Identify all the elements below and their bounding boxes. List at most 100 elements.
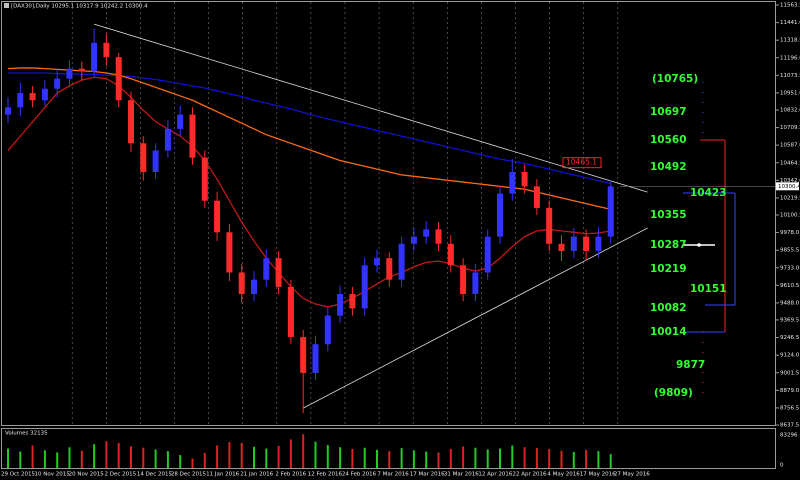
y-tick-label: 10219.5 [780,195,800,201]
candle-body [583,236,590,251]
y-tick-label: 9855.5 [780,248,800,254]
x-tick-label: 2 Feb 2016 [275,472,306,478]
y-tick-label: 9733.0 [780,265,800,271]
y-tick-label: 10587.0 [780,143,800,149]
candle-body [238,272,245,295]
level-label: 10287 [650,239,687,251]
candle-body [29,93,36,101]
y-tick-label: 11073.5 [780,73,800,79]
symbol-icon [4,3,9,8]
candle-body [484,236,491,273]
x-tick-label: 27 May 2016 [614,472,650,478]
y-tick-label: 11563.5 [780,3,800,9]
candle-body [533,186,540,208]
candle-body [226,232,233,273]
level-label: 10082 [650,302,687,314]
y-tick-label: 11441.0 [780,20,800,26]
y-tick-label: 8879.0 [780,388,800,394]
level-label: 10355 [650,209,687,221]
level-label: 10492 [650,161,687,173]
chart-header: [DAX30],Daily 10295.1 10317.9 10242.2 10… [11,4,148,10]
level-label: 10219 [650,263,687,275]
y-tick-label: 11196.0 [780,55,800,61]
candle-body [324,315,331,345]
last-price-label: 10300.4 [778,184,800,190]
x-tick-label: 11 Jan 2016 [206,472,239,478]
x-tick-label: 4 May 2016 [547,472,580,478]
y-tick-label: 10709.5 [780,125,800,131]
price-frame [1,1,776,426]
x-tick-label: 21 Jan 2016 [240,472,273,478]
volume-tick-label: 83296 [780,433,798,439]
level-label: 9877 [676,359,705,371]
candle-body [41,88,48,101]
candle-body [509,172,516,194]
x-tick-label: 29 Oct 2015 [1,472,36,478]
y-tick-label: 9124.0 [780,353,800,359]
candle-body [386,258,393,280]
x-tick-label: 20 Nov 2015 [69,472,105,478]
x-tick-label: 31 Mar 2016 [444,472,479,478]
y-tick-label: 11318.5 [780,38,800,44]
y-tick-label: 10832.0 [780,108,800,114]
candle-body [558,243,565,251]
candle-body [177,114,184,129]
level-label: (10765) [652,73,698,85]
x-tick-label: 10 Nov 2015 [34,472,70,478]
candle-body [361,265,368,309]
candle-body [287,286,294,338]
candle-body [472,272,479,295]
candle-body [349,294,356,309]
level-label: 10151 [690,283,727,295]
y-tick-label: 8756.5 [780,405,800,411]
x-tick-label: 2 Dec 2015 [104,472,136,478]
candle-body [140,143,147,173]
candle-body [521,172,528,187]
y-tick-label: 10951.0 [780,90,800,96]
candle-body [91,42,98,72]
candle-body [410,236,417,244]
level-label: (9809) [654,387,693,399]
candle-body [201,157,208,201]
x-tick-label: 12 Apr 2016 [478,472,513,478]
candle-body [66,68,73,79]
x-tick-label: 28 Dec 2015 [171,472,207,478]
candle-body [570,236,577,251]
candle-body [263,258,270,280]
candle-body [54,78,61,89]
x-tick-label: 12 Feb 2016 [308,472,343,478]
trendline [93,23,648,193]
candle-body [312,344,319,373]
x-tick-label: 22 Apr 2016 [512,472,547,478]
candle-body [423,229,430,237]
candle-body [152,150,159,173]
trendline [303,227,648,409]
candle-body [17,93,24,108]
candle-body [607,186,614,237]
y-tick-label: 9369.5 [780,317,800,323]
volume-label: Volumes 32135 [5,431,48,437]
x-tick-label: 17 Mar 2016 [410,472,445,478]
candle-body [595,236,602,251]
candle-body [546,207,553,244]
y-tick-label: 9488.0 [780,300,800,306]
candle-body [128,100,134,144]
level-label: 10423 [690,187,727,199]
y-tick-label: 9610.5 [780,283,800,289]
y-tick-label: 8637.5 [780,423,800,429]
moving-average [8,72,611,185]
level-label: 10697 [650,106,687,118]
y-tick-label: 9246.5 [780,335,800,341]
volume-frame [1,428,776,469]
candle-body [398,243,405,280]
candle-body [275,258,282,287]
y-tick-label: 9978.0 [780,230,800,236]
moving-average [7,76,611,308]
level-label: 10014 [650,326,687,338]
last-price-box [776,182,799,191]
x-tick-label: 14 Dec 2015 [137,472,173,478]
candle-body [435,229,442,244]
volume-tick-label: 0 [780,463,784,469]
candle-body [78,68,85,72]
